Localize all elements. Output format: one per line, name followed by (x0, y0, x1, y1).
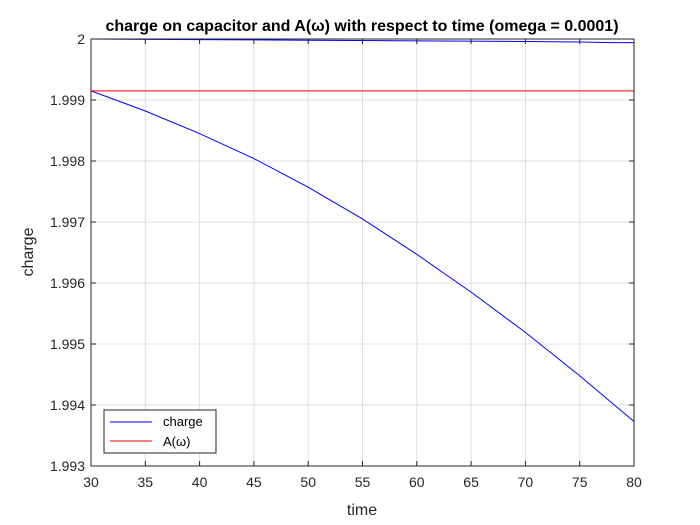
legend-box (103, 409, 217, 454)
x-tick-label: 55 (355, 474, 371, 490)
x-tick-label: 70 (518, 474, 534, 490)
y-tick-label: 1.998 (50, 153, 85, 169)
x-tick-label: 40 (192, 474, 208, 490)
y-axis-label: charge (20, 227, 37, 276)
x-tick-label: 65 (463, 474, 479, 490)
y-tick-label: 2 (77, 31, 85, 47)
legend-label-a-omega: A(ω) (163, 434, 190, 449)
series-line-charge-1 (90, 90, 635, 422)
x-tick-label: 45 (246, 474, 262, 490)
x-tick-label: 30 (83, 474, 99, 490)
legend-label-charge: charge (163, 414, 203, 429)
y-axis-ticks: 1.993 1.994 1.995 1.996 1.997 1.998 1.999 2 (50, 31, 634, 474)
x-tick-label: 75 (572, 474, 588, 490)
x-axis-label: time (347, 502, 377, 519)
x-tick-label: 80 (626, 474, 642, 490)
y-tick-label: 1.995 (50, 336, 85, 352)
y-tick-label: 1.994 (50, 397, 85, 413)
legend: charge A(ω) (103, 409, 217, 454)
y-tick-label: 1.999 (50, 92, 85, 108)
y-tick-label: 1.996 (50, 275, 85, 291)
x-axis-ticks: 30 35 40 45 50 55 60 65 70 75 80 (83, 39, 642, 490)
x-tick-label: 50 (300, 474, 316, 490)
y-tick-label: 1.997 (50, 214, 85, 230)
chart-title: charge on capacitor and A(ω) with respec… (105, 18, 618, 35)
x-tick-label: 35 (138, 474, 154, 490)
y-tick-label: 1.993 (50, 458, 85, 474)
x-tick-label: 60 (409, 474, 425, 490)
